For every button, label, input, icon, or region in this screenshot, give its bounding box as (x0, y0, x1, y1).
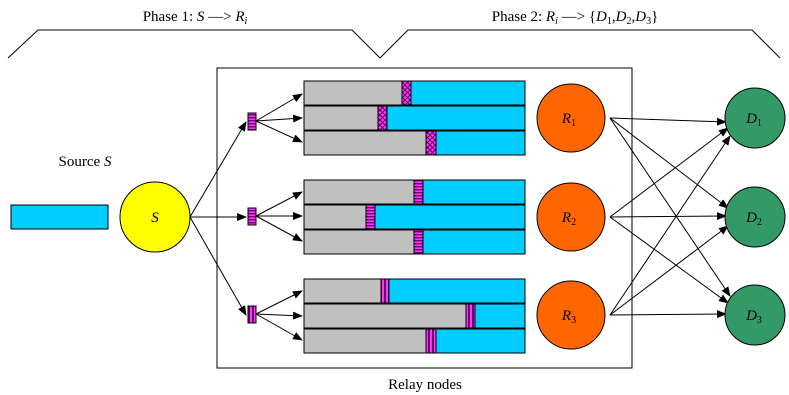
svg-text:D2: D2 (745, 210, 762, 228)
svg-text:R2: R2 (561, 210, 576, 228)
relay2-buffers (303, 179, 526, 255)
source-packet (10, 204, 109, 230)
subpacket-3 (247, 305, 257, 324)
relay-node-2: R2 (536, 182, 606, 252)
fan-arrow (255, 93, 303, 122)
fan-arrow (255, 114, 303, 123)
destination-node-2: D2 (724, 186, 786, 248)
phase1-brace (7, 29, 381, 59)
fan-arrow (255, 120, 303, 143)
fan-arrow (255, 290, 303, 315)
phase2-label: Phase 2: Ri —> {D1,D2,D3} (492, 9, 659, 27)
subpacket-1 (247, 112, 257, 131)
svg-text:D3: D3 (745, 308, 762, 326)
relay-node-3: R3 (536, 280, 606, 350)
source-node-label: S (151, 210, 159, 226)
subpacket-2 (247, 207, 257, 226)
arrow-source-to-packet1 (189, 121, 247, 218)
svg-text:R1: R1 (561, 111, 576, 129)
destination-node-3: D3 (724, 284, 786, 346)
phase1-label: Phase 1: S —> Ri (143, 9, 248, 27)
source-label: Source S (59, 154, 112, 170)
relay3-buffers (303, 278, 526, 354)
svg-text:R3: R3 (561, 308, 576, 326)
arrow-source-to-packet3 (189, 216, 247, 316)
relay-node-1: R1 (536, 83, 606, 153)
relay-nodes-caption: Relay nodes (388, 377, 462, 393)
relay1-buffers (303, 80, 526, 156)
relay-nodes-box (216, 67, 633, 369)
phase2-brace (379, 29, 781, 59)
fan-arrow (255, 311, 303, 320)
fan-arrow (255, 215, 303, 242)
fan-arrow (255, 191, 303, 217)
fan-arrow (255, 313, 303, 341)
destination-node-1: D1 (724, 87, 786, 149)
svg-text:D1: D1 (745, 111, 762, 129)
relay-to-destination-arrows (609, 117, 731, 319)
